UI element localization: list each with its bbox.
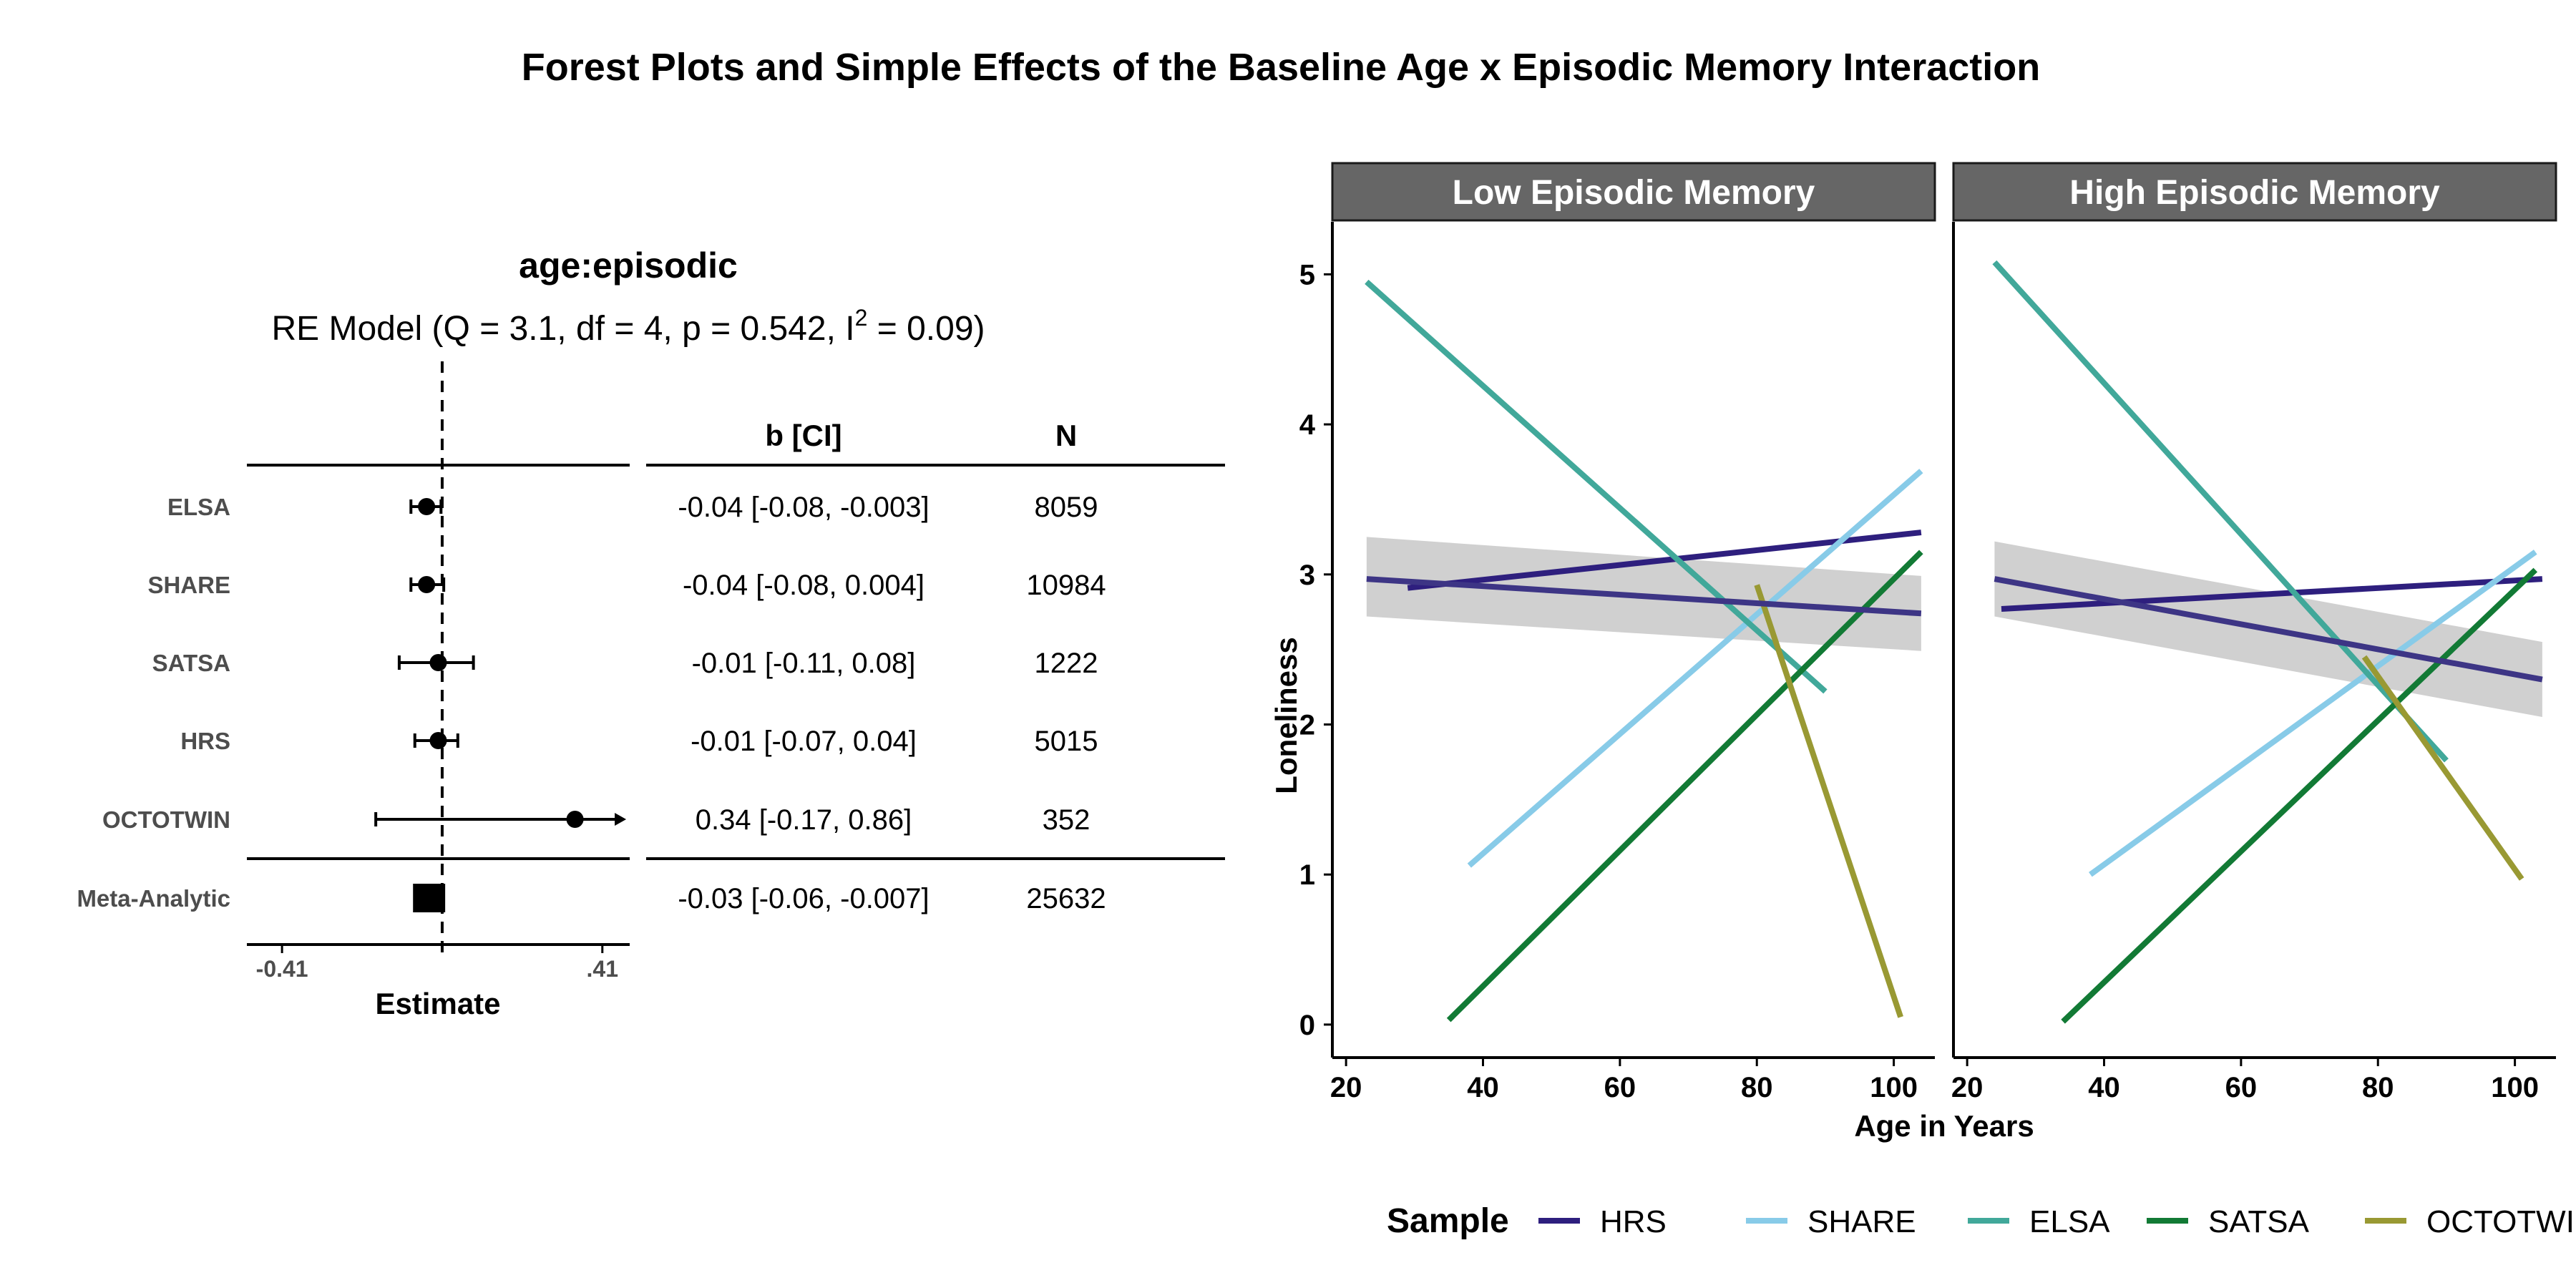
legend-label: ELSA xyxy=(2029,1204,2110,1239)
facet-panel: Low Episodic Memory 20 40 60 80 100 0 1 2 3 4 5 xyxy=(1299,162,1936,1103)
x-tick-label: 100 xyxy=(1870,1072,1918,1103)
study-label: SATSA xyxy=(152,650,230,676)
model-stats-suffix: = 0.09) xyxy=(867,310,985,348)
ci-text: -0.04 [-0.08, 0.004] xyxy=(683,570,924,601)
y-tick-label: 1 xyxy=(1299,859,1315,891)
forest-x-axis-label: Estimate xyxy=(375,987,500,1020)
x-tick-label: 40 xyxy=(2088,1072,2120,1103)
line-chart: Loneliness Age in Years Low Episodic Mem… xyxy=(1269,162,2576,1240)
y-tick-label: 4 xyxy=(1299,409,1316,441)
forest-x-tick-label: .41 xyxy=(587,956,618,982)
forest-rows: -0.41 .41 ELSA -0.04 [-0.08, -0.003] 8059 SHA… xyxy=(77,361,1225,982)
point-estimate xyxy=(418,576,436,593)
forest-plot: age:episodic RE Model (Q = 3.1, df = 4, … xyxy=(77,245,1225,1020)
n-text: 352 xyxy=(1043,804,1091,836)
column-header-n: N xyxy=(1055,419,1077,452)
x-tick-label: 20 xyxy=(1330,1072,1362,1103)
model-stats-prefix: RE Model (Q = 3.1, df = 4, p = 0.542, I xyxy=(271,310,854,348)
study-label: OCTOTWIN xyxy=(102,806,230,833)
study-label: SHARE xyxy=(147,572,230,598)
study-label: ELSA xyxy=(167,494,230,520)
facet-strip xyxy=(1331,162,1936,222)
point-estimate xyxy=(418,498,436,515)
figure-title: Forest Plots and Simple Effects of the B… xyxy=(522,46,2040,89)
series-line-satsa xyxy=(2061,567,2538,1024)
y-tick-label: 5 xyxy=(1299,259,1315,291)
point-estimate xyxy=(429,654,447,671)
facet-strip-label: Low Episodic Memory xyxy=(1453,174,1815,212)
ci-text: -0.01 [-0.11, 0.08] xyxy=(692,648,916,679)
x-tick-label: 80 xyxy=(1741,1072,1773,1103)
series-line-octotwin xyxy=(2361,655,2524,881)
ci-arrow-upper xyxy=(615,813,627,826)
x-tick-label: 80 xyxy=(2362,1072,2394,1103)
x-tick-label: 60 xyxy=(2225,1072,2258,1103)
legend-label: SATSA xyxy=(2208,1204,2310,1239)
series-line-satsa xyxy=(1446,550,1923,1023)
ci-text: -0.04 [-0.08, -0.003] xyxy=(678,492,929,523)
x-axis-label: Age in Years xyxy=(1854,1109,2034,1143)
y-axis-label: Loneliness xyxy=(1269,637,1303,794)
model-stats-superscript: 2 xyxy=(855,305,868,331)
legend-label: HRS xyxy=(1600,1204,1667,1239)
n-text: 5015 xyxy=(1035,726,1098,757)
series-line-octotwin xyxy=(1754,584,1903,1018)
legend-title: Sample xyxy=(1387,1202,1509,1240)
n-text: 1222 xyxy=(1035,648,1098,679)
meta-ci-text: -0.03 [-0.06, -0.007] xyxy=(678,883,929,914)
legend: Sample HRS SHARE ELSA SATSA OCTOTWIN xyxy=(1387,1202,2576,1240)
meta-estimate-box xyxy=(413,884,446,912)
facet-strip-label: High Episodic Memory xyxy=(2069,174,2440,212)
ci-text: 0.34 [-0.17, 0.86] xyxy=(696,804,912,836)
meta-n-text: 25632 xyxy=(1026,883,1106,914)
study-label: HRS xyxy=(180,728,230,754)
y-tick-label: 0 xyxy=(1299,1010,1315,1041)
x-tick-label: 40 xyxy=(1467,1072,1499,1103)
facet-panels: Low Episodic Memory 20 40 60 80 100 0 1 2 3 4 5 High… xyxy=(1299,162,2557,1103)
forest-title: age:episodic xyxy=(519,245,738,286)
facet-strip xyxy=(1952,162,2557,222)
column-header-ci: b [CI] xyxy=(765,419,841,452)
x-tick-label: 100 xyxy=(2491,1072,2539,1103)
facet-panel: High Episodic Memory 20 40 60 80 100 xyxy=(1951,162,2557,1103)
legend-label: OCTOTWIN xyxy=(2426,1204,2576,1239)
x-tick-label: 20 xyxy=(1951,1072,1984,1103)
forest-model-stats: RE Model (Q = 3.1, df = 4, p = 0.542, I2… xyxy=(271,305,985,348)
forest-x-tick-label: -0.41 xyxy=(256,956,308,982)
x-tick-label: 60 xyxy=(1604,1072,1636,1103)
meta-analytic-line xyxy=(1994,576,2543,683)
series-line-share xyxy=(2089,550,2537,877)
series-line-elsa xyxy=(1365,279,1828,694)
y-tick-label: 3 xyxy=(1299,560,1315,591)
point-estimate xyxy=(429,732,447,749)
meta-analytic-line xyxy=(1366,576,1922,617)
point-estimate xyxy=(566,811,584,828)
series-line-hrs xyxy=(2001,576,2543,613)
meta-label: Meta-Analytic xyxy=(77,885,230,912)
series-line-hrs xyxy=(1407,530,1922,591)
ci-text: -0.01 [-0.07, 0.04] xyxy=(691,726,917,757)
y-tick-label: 2 xyxy=(1299,709,1315,741)
n-text: 8059 xyxy=(1035,492,1098,523)
series-line-share xyxy=(1467,469,1923,868)
n-text: 10984 xyxy=(1026,570,1106,601)
legend-label: SHARE xyxy=(1807,1204,1916,1239)
series-line-elsa xyxy=(1992,260,2449,763)
